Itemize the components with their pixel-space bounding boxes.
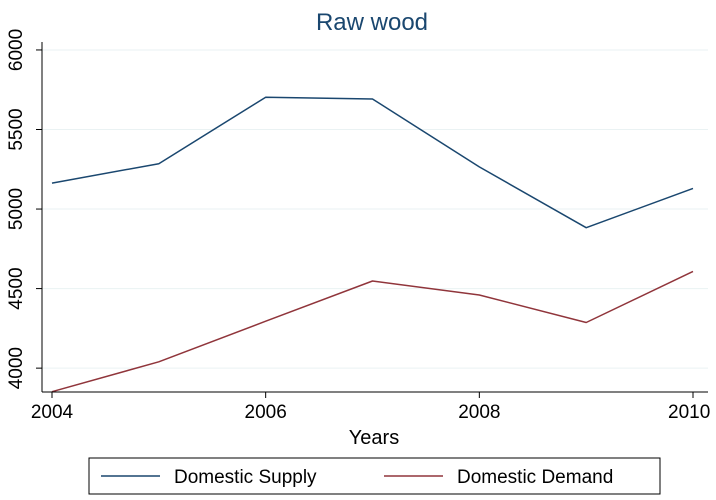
y-tick-label: 5500 [6,108,27,150]
series-line-domestic-demand [51,270,694,393]
legend-box [88,457,661,495]
grid [42,49,708,369]
x-tick-label: 2006 [245,402,287,423]
legend: Domestic Supply Domestic Demand [88,457,661,495]
y-tick-label: 6000 [6,29,27,71]
chart-title: Raw wood [316,9,428,36]
plot-lines [51,96,694,393]
series-line-domestic-supply [51,96,694,229]
y-tick-label: 4000 [6,347,27,389]
x-tick-label: 2010 [668,402,710,423]
x-axis-label: Years [349,427,399,449]
x-tick-label: 2008 [458,402,500,423]
ticks: 4000 4500 5000 5500 6000 2004 2006 2008 2010 [6,29,710,423]
y-tick-label: 4500 [6,267,27,309]
axes [41,42,708,393]
legend-label-demand: Domestic Demand [457,467,613,488]
x-tick-label: 2004 [31,402,74,423]
legend-label-supply: Domestic Supply [174,467,317,488]
y-tick-label: 5000 [6,188,27,230]
